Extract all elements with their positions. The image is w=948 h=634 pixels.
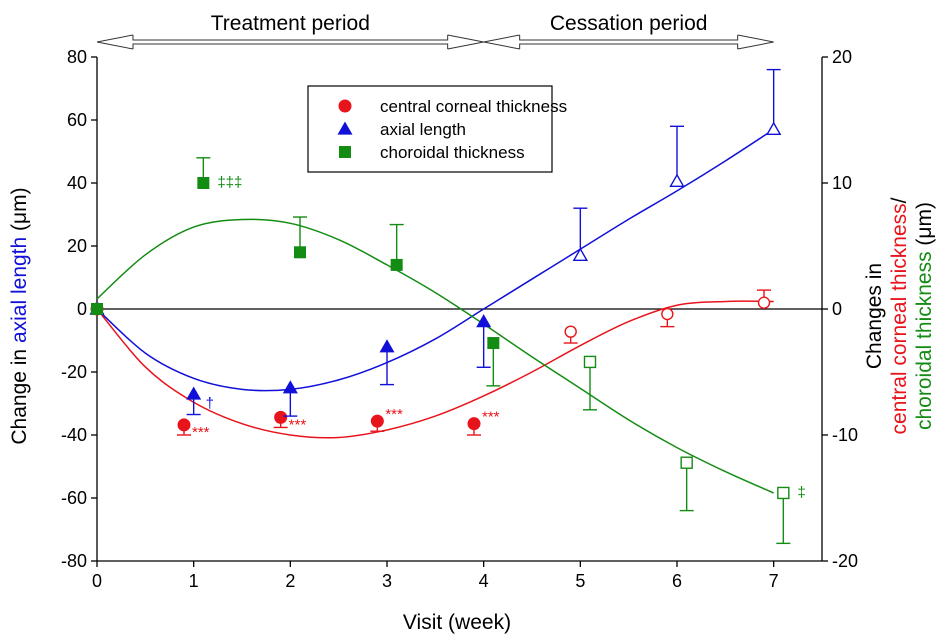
data-point bbox=[583, 355, 597, 369]
y-right-tick-label: 0 bbox=[832, 299, 842, 319]
fit-curves bbox=[96, 128, 775, 494]
data-point bbox=[765, 121, 782, 136]
data-point bbox=[467, 417, 481, 431]
x-tick-label: 0 bbox=[92, 571, 102, 591]
data-point bbox=[680, 456, 693, 469]
y-axis-right-title-ccg: central corneal thickness bbox=[888, 203, 911, 434]
fit-curve-1 bbox=[96, 128, 775, 392]
period-arrow-0 bbox=[96, 34, 484, 50]
legend-marker-1 bbox=[337, 121, 353, 135]
y-axis-left-title: Change in axial length (μm) bbox=[8, 187, 31, 444]
y-right-tick-label: -20 bbox=[832, 551, 858, 571]
y-right-tick-label: 10 bbox=[832, 173, 852, 193]
data-point bbox=[186, 386, 202, 400]
data-point bbox=[661, 307, 674, 321]
legend-label-0: central corneal thickness bbox=[380, 97, 567, 116]
legend: central corneal thickness axial length cho… bbox=[307, 85, 567, 173]
x-tick-label: 4 bbox=[479, 571, 489, 591]
x-tick-label: 2 bbox=[285, 571, 295, 591]
period-label-0: Treatment period bbox=[211, 12, 370, 35]
legend-label-1: axial length bbox=[380, 120, 466, 139]
y-axis-right-title-line2: central corneal thickness/ bbox=[888, 197, 911, 434]
data-point bbox=[370, 414, 384, 428]
y-axis-left-title-highlight: axial length bbox=[8, 237, 31, 343]
series-2: ‡‡‡‡ bbox=[91, 157, 806, 545]
point-annotation: † bbox=[206, 395, 214, 412]
y-right-tick-label: -10 bbox=[832, 425, 858, 445]
x-tick-label: 6 bbox=[672, 571, 682, 591]
fit-curve-0 bbox=[96, 300, 774, 439]
data-point bbox=[476, 314, 492, 328]
data-point bbox=[390, 258, 403, 271]
y-left-tick-label: -80 bbox=[61, 551, 87, 571]
data-point bbox=[294, 246, 306, 259]
y-left-tick-label: -60 bbox=[61, 488, 87, 508]
fit-curve-2 bbox=[96, 218, 774, 494]
y-right-tick-label: 20 bbox=[832, 47, 852, 67]
y-axis-left-title-prefix: Change in bbox=[8, 343, 31, 445]
point-annotation: *** bbox=[482, 409, 500, 426]
y-axis-left-title-suffix: (μm) bbox=[8, 187, 31, 236]
data-point bbox=[197, 177, 210, 189]
y-left-tick-label: 80 bbox=[67, 47, 87, 67]
data-point bbox=[487, 337, 500, 350]
data-point bbox=[564, 325, 577, 338]
legend-marker-0 bbox=[338, 99, 352, 113]
data-point bbox=[757, 296, 771, 309]
y-axis-right: 20 10 0 -10 -20 bbox=[822, 47, 858, 571]
data-point bbox=[282, 380, 298, 394]
point-annotation: *** bbox=[289, 416, 307, 433]
y-left-tick-label: 40 bbox=[67, 173, 87, 193]
x-tick-label: 1 bbox=[189, 571, 199, 591]
y-left-tick-label: 60 bbox=[67, 110, 87, 130]
x-axis: 0 1 2 3 4 5 6 7 bbox=[92, 561, 779, 591]
period-annotations: Treatment period Cessation period bbox=[96, 12, 774, 50]
y-left-tick-label: -20 bbox=[61, 362, 87, 382]
y-axis-right-title-unit: (μm) bbox=[913, 202, 936, 251]
series-0: *** *** *** *** bbox=[90, 289, 771, 441]
data-point bbox=[777, 486, 790, 500]
y-left-tick-label: -40 bbox=[61, 425, 87, 445]
period-arrow-1 bbox=[483, 34, 774, 50]
x-tick-label: 3 bbox=[382, 571, 392, 591]
data-point bbox=[177, 418, 191, 432]
y-axis-right-title-line3: choroidal thickness (μm) bbox=[913, 202, 936, 430]
series-1: † bbox=[89, 68, 782, 417]
point-annotation: ‡‡‡ bbox=[217, 174, 242, 191]
legend-label-2: choroidal thickness bbox=[380, 143, 525, 162]
period-label-1: Cessation period bbox=[550, 12, 708, 35]
x-tick-label: 7 bbox=[769, 571, 779, 591]
data-series: *** ****** ***†‡‡‡‡ bbox=[89, 68, 806, 545]
data-point bbox=[379, 339, 395, 353]
point-annotation: *** bbox=[385, 406, 403, 423]
data-point bbox=[91, 303, 103, 315]
data-point bbox=[572, 247, 589, 262]
point-annotation: *** bbox=[192, 424, 210, 441]
legend-marker-2 bbox=[339, 146, 351, 158]
y-left-tick-label: 0 bbox=[77, 299, 87, 319]
y-axis-right-title-slash: / bbox=[888, 197, 911, 203]
x-axis-title: Visit (week) bbox=[403, 611, 511, 634]
point-annotation: ‡ bbox=[797, 484, 805, 501]
x-tick-label: 5 bbox=[575, 571, 585, 591]
data-point bbox=[274, 410, 288, 424]
y-axis-right-title-choroid: choroidal thickness bbox=[913, 251, 936, 430]
y-axis-right-title-line1: Changes in bbox=[863, 263, 886, 369]
data-point bbox=[669, 173, 685, 188]
y-left-tick-label: 20 bbox=[67, 236, 87, 256]
